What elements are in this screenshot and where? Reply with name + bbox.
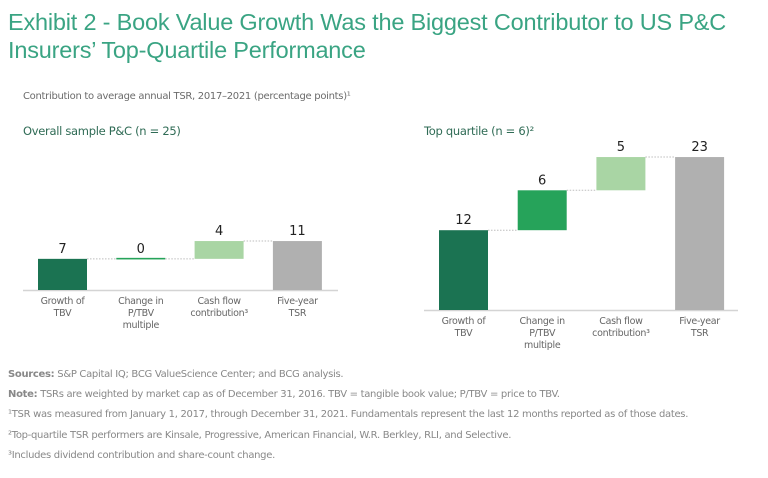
left-bar-2: [194, 241, 244, 259]
left-category-label-0-0: Growth of: [41, 296, 86, 307]
right-category-label-3-1: TSR: [690, 328, 709, 339]
right-panel-title: Top quartile (n = 6)²: [424, 124, 534, 138]
sources-text: S&P Capital IQ; BCG ValueScience Center;…: [54, 369, 344, 380]
left-category-label-1-0: Change in: [118, 296, 164, 307]
right-value-label-3: 23: [691, 140, 708, 155]
left-bar-3: [272, 241, 322, 290]
right-bar-1: [517, 190, 567, 231]
left-bar-0: [38, 258, 87, 290]
left-category-label-3-1: TSR: [288, 308, 307, 319]
left-bar-1: [116, 257, 166, 260]
left-category-label-0-1: TBV: [53, 308, 72, 319]
right-category-label-3-0: Five-year: [679, 316, 720, 327]
right-category-label-0-1: TBV: [454, 328, 473, 339]
note-text: TSRs are weighted by market cap as of De…: [37, 389, 560, 401]
left-category-label-1-2: multiple: [123, 320, 160, 331]
right-category-label-1-1: P/TBV: [529, 328, 556, 339]
right-category-label-1-2: multiple: [524, 340, 561, 351]
right-value-label-1: 6: [538, 173, 546, 188]
footnote-2: ²Top-quartile TSR performers are Kinsale…: [8, 429, 512, 441]
right-category-label-0-0: Growth of: [442, 316, 487, 327]
left-value-label-0: 7: [58, 242, 66, 257]
left-value-label-2: 4: [215, 224, 223, 239]
footnotes: Sources: S&P Capital IQ; BCG ValueScienc…: [8, 369, 688, 470]
sources-line: Sources: S&P Capital IQ; BCG ValueScienc…: [8, 369, 688, 389]
right-value-label-2: 5: [617, 140, 625, 155]
exhibit-title: Exhibit 2 - Book Value Growth Was the Bi…: [8, 9, 727, 63]
note-label: Note:: [8, 389, 38, 401]
footnote-1: ¹TSR was measured from January 1, 2017, …: [8, 409, 689, 421]
left-category-label-2-0: Cash flow: [197, 296, 241, 307]
left-panel-title: Overall sample P&C (n = 25): [23, 124, 181, 138]
right-bar-2: [596, 157, 646, 191]
right-category-label-2-1: contribution³: [592, 328, 650, 339]
right-category-label-2-0: Cash flow: [599, 316, 643, 327]
right-bar-0: [439, 230, 488, 310]
left-category-label-2-1: contribution³: [190, 308, 248, 319]
right-value-label-0: 12: [455, 213, 472, 228]
sources-label: Sources:: [8, 369, 55, 380]
footnote-3: ³Includes dividend contribution and shar…: [8, 449, 275, 461]
left-value-label-1: 0: [137, 242, 145, 257]
left-category-label-1-1: P/TBV: [128, 308, 155, 319]
right-category-label-1-0: Change in: [520, 316, 566, 327]
note-line: Note: TSRs are weighted by market cap as…: [8, 389, 688, 409]
chart-subtitle: Contribution to average annual TSR, 2017…: [23, 91, 351, 102]
right-bar-3: [675, 157, 725, 310]
left-category-label-3-0: Five-year: [277, 296, 318, 307]
left-value-label-3: 11: [289, 224, 306, 239]
